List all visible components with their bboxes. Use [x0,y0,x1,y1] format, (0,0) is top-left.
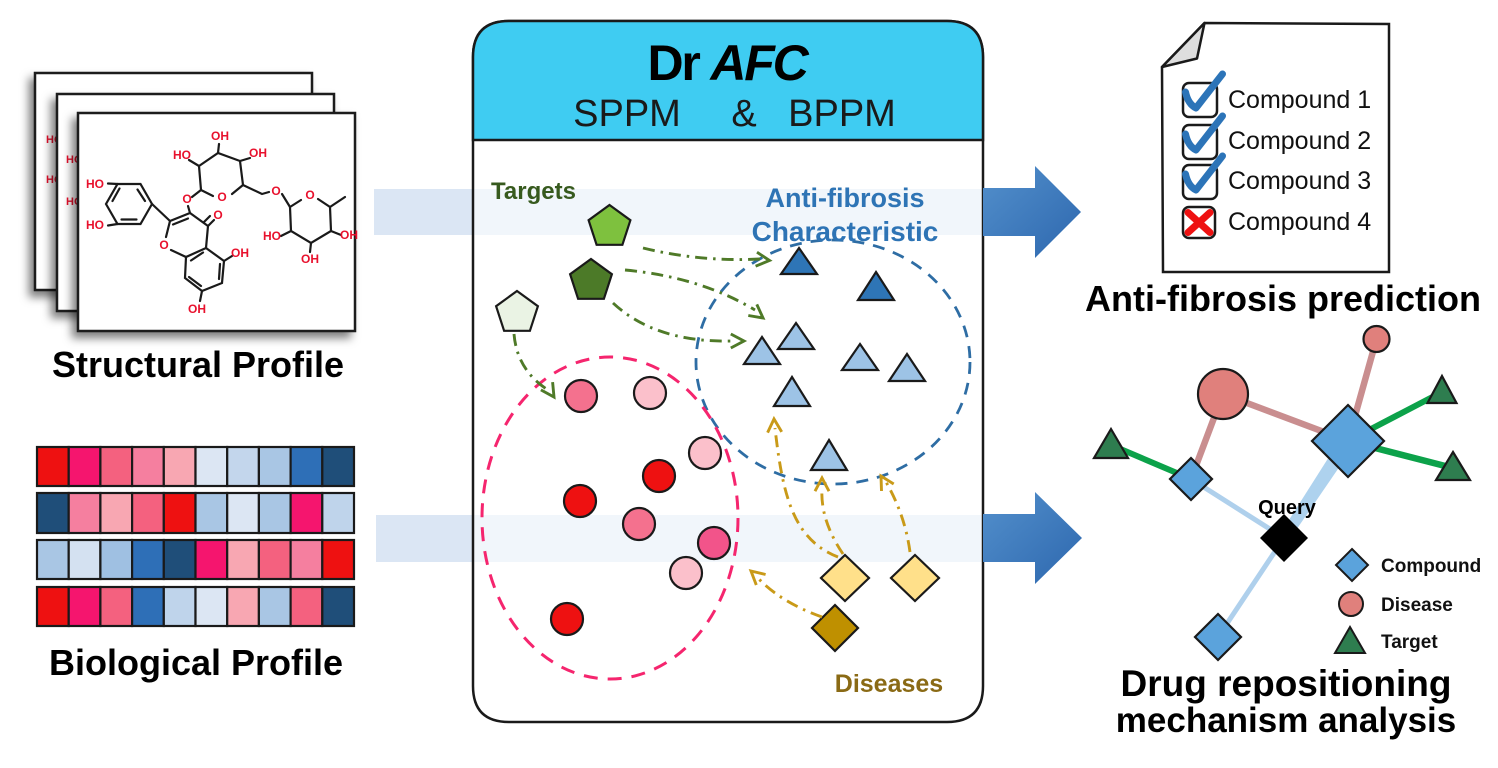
svg-text:Query: Query [1258,497,1317,519]
svg-text:Drug repositioning: Drug repositioning [1121,663,1452,704]
svg-text:HO: HO [263,229,281,243]
svg-text:Target: Target [1381,632,1438,653]
svg-text:Disease: Disease [1381,595,1453,616]
svg-text:Compound 4: Compound 4 [1228,208,1371,236]
svg-text:Compound 1: Compound 1 [1228,86,1371,114]
svg-text:Compound 3: Compound 3 [1228,167,1371,195]
svg-text:BPPM: BPPM [788,93,896,135]
svg-text:O: O [217,190,226,204]
svg-text:HO: HO [86,177,104,191]
svg-text:Anti-fibrosis: Anti-fibrosis [766,183,925,213]
svg-text:O: O [182,192,191,206]
svg-text:OH: OH [188,302,206,316]
svg-text:O: O [213,208,222,222]
svg-text:HO: HO [86,218,104,232]
svg-text:Compound 2: Compound 2 [1228,127,1371,155]
svg-text:HO: HO [173,148,191,162]
svg-text:OH: OH [211,129,229,143]
svg-text:Dr AFC: Dr AFC [647,35,809,91]
svg-text:Compound: Compound [1381,556,1481,577]
svg-text:O: O [305,188,314,202]
svg-text:SPPM: SPPM [573,93,681,135]
svg-text:Structural Profile: Structural Profile [52,344,344,385]
svg-text:OH: OH [249,146,267,160]
svg-text:Targets: Targets [491,178,576,205]
svg-text:OH: OH [301,252,319,266]
svg-text:O: O [159,238,168,252]
svg-text:Anti-fibrosis prediction: Anti-fibrosis prediction [1085,278,1481,319]
svg-text:mechanism analysis: mechanism analysis [1116,701,1456,740]
svg-text:OH: OH [340,228,358,242]
svg-text:Biological Profile: Biological Profile [49,642,343,683]
svg-text:Characteristic: Characteristic [752,216,939,247]
svg-text:O: O [271,184,280,198]
svg-text:&: & [731,93,756,135]
svg-text:Diseases: Diseases [835,670,943,698]
svg-text:OH: OH [231,246,249,260]
